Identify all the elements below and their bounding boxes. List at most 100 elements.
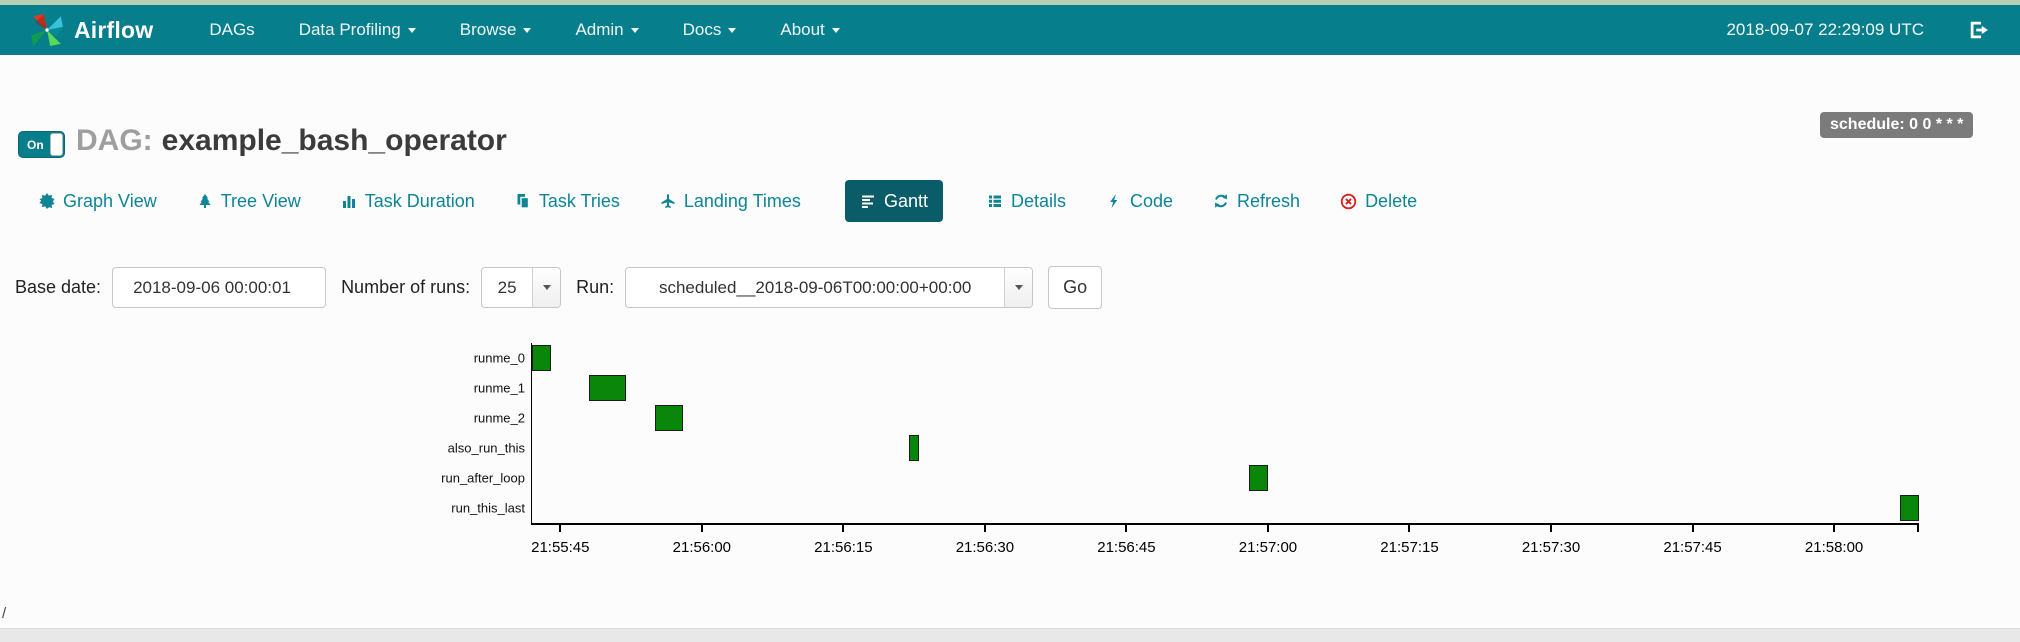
x-axis-tick-label: 21:56:30 [955,539,1015,556]
num-runs-label: Number of runs: [341,277,471,297]
nav-item-about[interactable]: About [780,20,840,40]
nav-item-data-profiling[interactable]: Data Profiling [299,20,416,40]
gantt-task-labels: runme_0 runme_1 runme_2 also_run_this run_af… [280,343,525,523]
gantt-bar-runme_2[interactable] [654,405,683,431]
tab-label: Tree View [220,190,301,211]
graph-view-icon [39,193,55,209]
x-axis-tick [1125,524,1128,532]
nav-item-dags[interactable]: DAGs [209,20,254,40]
tab-landing-times[interactable]: Landing Times [660,180,801,222]
page-title: DAG: example_bash_operator [76,124,507,158]
tab-graph-view[interactable]: Graph View [39,180,157,222]
nav-item-label: About [780,20,825,39]
nav-item-label: Docs [682,20,722,39]
view-tabs: Graph View Tree View Task Duration Task … [39,180,1417,222]
tab-label: Delete [1365,190,1418,211]
nav-item-browse[interactable]: Browse [460,20,532,40]
nav-menu: DAGs Data Profiling Browse Admin Docs Ab… [209,20,840,40]
caret-down-icon [728,27,737,33]
gantt-bar-runme_1[interactable] [588,375,627,401]
gantt-row-label: runme_2 [473,410,525,426]
gantt-row-label: runme_1 [473,380,525,396]
tab-task-duration[interactable]: Task Duration [341,180,475,222]
gantt-icon [861,195,874,208]
x-axis-tick [1691,524,1694,532]
x-axis-tick [1917,524,1919,532]
tab-task-tries[interactable]: Task Tries [515,180,620,222]
base-date-label: Base date: [15,277,102,297]
tab-details[interactable]: Details [987,180,1066,222]
nav-item-label: Browse [459,20,517,39]
x-axis-tick-label: 21:56:00 [672,539,732,556]
nav-item-docs[interactable]: Docs [683,20,737,40]
caret-down-icon [523,27,532,33]
footer-path: / [2,605,7,622]
caret-down-icon [407,27,416,33]
schedule-badge: schedule: 0 0 * * * [1820,112,1974,138]
tab-delete[interactable]: Delete [1340,180,1417,222]
dag-on-off-toggle[interactable]: On [18,131,65,158]
run-select[interactable]: scheduled__2018-09-06T00:00:00+00:00 [625,267,1034,308]
nav-item-label: Data Profiling [298,20,401,39]
gantt-row-label: also_run_this [447,440,525,456]
x-axis-tick [983,524,986,532]
tab-label: Task Tries [538,190,620,211]
x-axis-tick [1833,524,1836,532]
delete-icon [1340,193,1357,209]
gantt-bar-run_this_last[interactable] [1900,495,1919,521]
x-axis-tick [1408,524,1411,532]
chevron-down-icon [1004,268,1033,307]
refresh-icon [1215,194,1228,208]
tab-label: Graph View [63,190,157,211]
caret-down-icon [831,27,840,33]
tab-label: Landing Times [683,190,801,211]
num-runs-select[interactable]: 25 [481,267,562,308]
gantt-bar-run_after_loop[interactable] [1249,465,1268,491]
go-button[interactable]: Go [1048,266,1103,309]
tab-label: Gantt [883,190,928,211]
dag-prefix-label: DAG: [76,124,153,157]
tab-label: Details [1010,190,1066,211]
airflow-pinwheel-logo-icon [31,14,63,46]
x-axis-tick [1266,524,1269,532]
x-axis-tick-label: 21:55:45 [531,539,590,556]
x-axis-tick [559,524,562,532]
num-runs-value: 25 [497,277,517,297]
x-axis-tick-label: 21:57:00 [1238,539,1298,556]
nav-item-label: Admin [575,20,624,39]
x-axis-tick-label: 21:57:45 [1663,539,1722,556]
caret-down-icon [630,27,639,33]
logout-button[interactable] [1968,19,1990,41]
code-icon [1110,194,1118,208]
dag-name: example_bash_operator [161,124,507,157]
gantt-bar-runme_0[interactable] [532,345,551,371]
bottom-strip [0,628,2020,642]
tab-label: Code [1130,190,1174,211]
x-axis-tick-label: 21:56:45 [1097,539,1156,556]
brand-name: Airflow [74,16,154,43]
landing-times-icon [661,194,675,208]
nav-item-admin[interactable]: Admin [575,20,639,40]
gantt-filter-form: Base date: Number of runs: 25 Run: sched… [15,266,1103,309]
airflow-brand[interactable]: Airflow [30,13,153,47]
top-accent-strip [0,0,2020,5]
gantt-row-label: run_this_last [451,500,525,516]
x-axis-tick [700,524,703,532]
x-axis-tick-label: 21:57:15 [1380,539,1439,556]
gantt-bar-also_run_this[interactable] [909,435,920,461]
base-date-input[interactable] [112,267,327,308]
tab-gantt[interactable]: Gantt [844,180,943,222]
navbar: Airflow DAGs Data Profiling Browse Admin… [0,5,2020,55]
nav-item-label: DAGs [209,20,255,39]
tab-code[interactable]: Code [1106,180,1173,222]
x-axis-tick-label: 21:58:00 [1804,539,1864,556]
tab-label: Refresh [1237,190,1301,211]
details-icon [988,195,1001,207]
tab-refresh[interactable]: Refresh [1213,180,1300,222]
tab-tree-view[interactable]: Tree View [197,180,301,222]
gantt-plot: 21:55:45 21:56:00 21:56:15 21:56:30 21:56:45… [531,343,1919,556]
gantt-row-label: run_after_loop [441,470,525,486]
tree-view-icon [199,194,211,208]
x-axis-tick-label: 21:57:30 [1521,539,1581,556]
toggle-knob [50,133,63,156]
